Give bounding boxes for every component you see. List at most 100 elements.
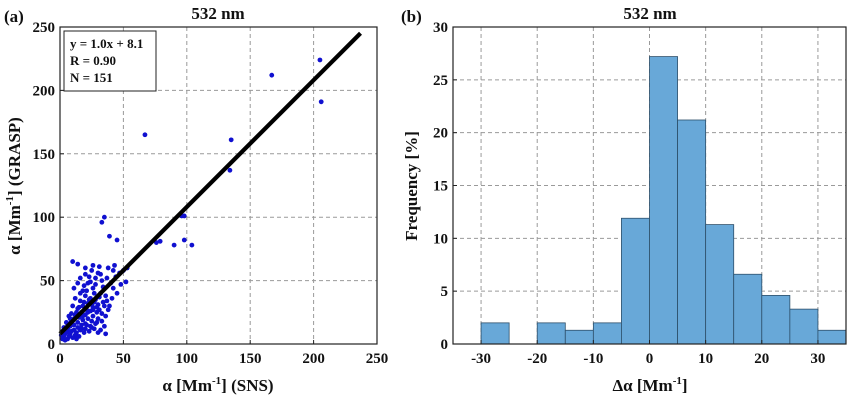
histogram-y-tick-label: 5 (441, 284, 449, 300)
scatter-point (79, 322, 84, 328)
scatter-point (77, 298, 83, 304)
histogram-x-ticks: -30 -20 -10 0 10 20 30 (471, 340, 825, 367)
scatter-point (91, 290, 97, 296)
scatter-point (75, 261, 81, 267)
panel-a-label: (a) (4, 7, 24, 26)
scatter-point (114, 237, 120, 243)
histogram-frame (452, 26, 847, 345)
scatter-point (70, 303, 76, 309)
histogram-bar (677, 119, 707, 345)
scatter-point (99, 219, 105, 225)
scatter-x-tick-label: 150 (239, 351, 262, 367)
scatter-point (86, 274, 92, 280)
histogram-bars (480, 56, 847, 345)
scatter-point (103, 331, 109, 337)
scatter-point (75, 280, 81, 286)
scatter-point (80, 317, 86, 323)
scatter-x-ticks: 0 50 100 150 200 250 (56, 340, 388, 367)
histogram-bar (817, 329, 847, 345)
scatter-point (98, 271, 103, 277)
scatter-point (112, 262, 117, 268)
scatter-x-axis-label: α [Mm-1] (SNS) (162, 375, 273, 395)
histogram-bar (649, 56, 678, 345)
scatter-point (94, 320, 100, 325)
scatter-point (99, 311, 105, 316)
scatter-point (74, 336, 79, 342)
histogram-bar (733, 273, 763, 345)
scatter-point (95, 330, 101, 335)
scatter-point (90, 313, 96, 319)
scatter-point (72, 295, 78, 301)
scatter-point (100, 299, 106, 305)
scatter-point (93, 282, 98, 287)
scatter-x-tick-label: 100 (176, 351, 199, 367)
scatter-point (82, 271, 88, 277)
scatter-point (103, 313, 109, 319)
scatter-point (107, 303, 112, 309)
histogram-y-tick-label: 20 (433, 126, 448, 142)
scatter-point (81, 283, 87, 289)
scatter-point (89, 268, 95, 273)
scatter-point (77, 290, 83, 296)
histogram-y-ticks: 0 5 10 15 20 25 30 (433, 20, 457, 353)
scatter-y-tick-label: 50 (40, 274, 55, 290)
stats-equation: y = 1.0x + 8.1 (70, 36, 143, 51)
scatter-point (84, 322, 90, 328)
scatter-point (88, 279, 93, 285)
stats-n: N = 151 (70, 70, 113, 85)
scatter-point (86, 328, 92, 334)
scatter-point (75, 320, 81, 325)
histogram-y-tick-label: 25 (433, 73, 448, 89)
scatter-point (95, 316, 101, 322)
histogram-x-tick-label: 0 (646, 351, 654, 367)
scatter-point (101, 323, 107, 329)
scatter-point (76, 304, 82, 310)
scatter-point (82, 265, 88, 271)
scatter-point (110, 268, 116, 273)
histogram-bar (621, 217, 650, 345)
scatter-y-tick-label: 200 (33, 83, 56, 99)
scatter-point (62, 337, 68, 343)
histogram-x-tick-label: 10 (698, 351, 713, 367)
scatter-point (79, 326, 84, 332)
scatter-y-tick-label: 250 (33, 20, 56, 36)
scatter-point (104, 275, 110, 281)
histogram-y-tick-label: 30 (433, 20, 448, 36)
scatter-point (114, 290, 120, 296)
scatter-point (71, 285, 77, 291)
scatter-point (66, 330, 72, 335)
scatter-x-tick-label: 250 (366, 351, 389, 367)
scatter-y-axis-label-exponent: -1 (4, 196, 16, 205)
histogram-bar (536, 322, 566, 345)
scatter-point (171, 242, 177, 248)
histogram-y-tick-label: 15 (433, 179, 448, 195)
histogram-bar (789, 308, 819, 345)
histogram-bar (705, 224, 735, 345)
histogram-x-axis-label: Δα [Mm-1] (612, 375, 687, 395)
scatter-point (105, 265, 111, 271)
stats-r: R = 0.90 (70, 53, 116, 68)
histogram-y-tick-label: 10 (433, 231, 448, 247)
scatter-point (118, 282, 124, 287)
histogram-bar (761, 294, 791, 345)
scatter-point (101, 214, 107, 220)
scatter-point (70, 335, 76, 341)
scatter-y-ticks: 0 50 100 150 200 250 (33, 20, 64, 353)
scatter-point (70, 259, 76, 264)
scatter-point (107, 233, 112, 239)
histogram-bar (592, 322, 622, 345)
scatter-point (142, 132, 148, 138)
scatter-point (89, 318, 95, 324)
scatter-point (85, 316, 91, 322)
stats-box-frame (63, 30, 157, 92)
scatter-point (96, 264, 102, 270)
scatter-y-tick-label: 0 (48, 337, 56, 353)
fit-line (58, 31, 363, 336)
histogram-y-tick-label: 0 (441, 337, 449, 353)
histogram-x-axis-label-exponent: -1 (673, 375, 682, 387)
scatter-point (84, 288, 90, 294)
histogram-x-tick-label: 20 (754, 351, 769, 367)
scatter-y-axis-label-suffix: ] (GRASP) (5, 117, 24, 196)
scatter-point (181, 237, 187, 243)
